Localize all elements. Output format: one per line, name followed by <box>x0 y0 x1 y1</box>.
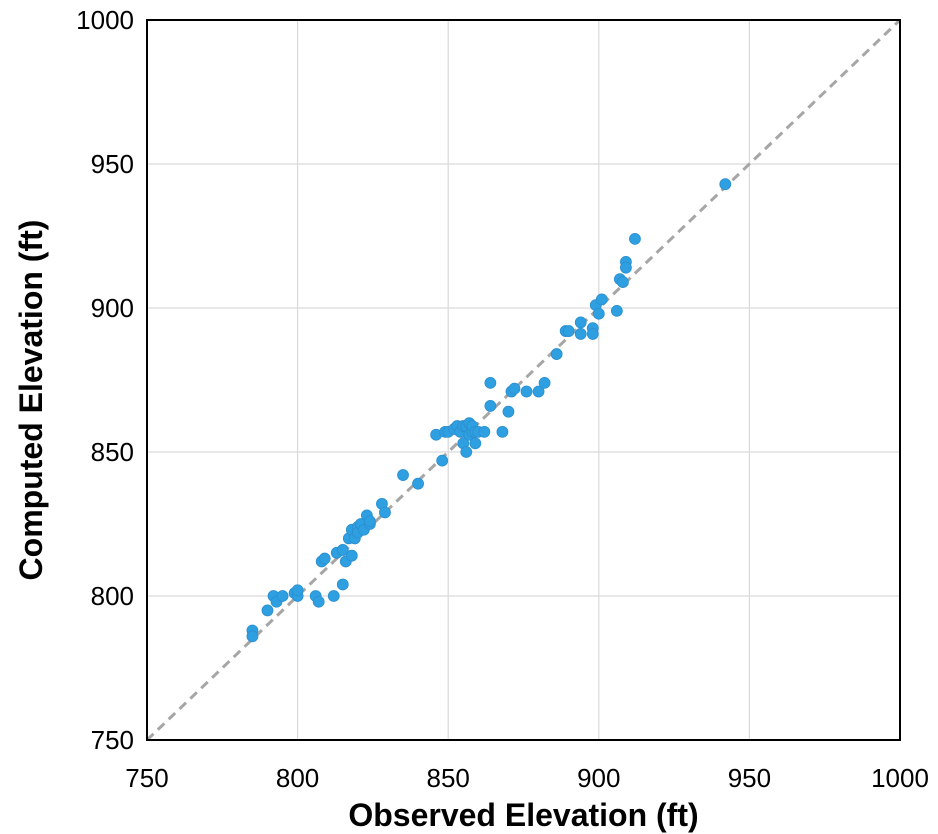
x-tick-label: 900 <box>577 763 620 793</box>
data-point <box>538 376 551 389</box>
data-point <box>562 325 575 337</box>
data-point <box>336 578 349 591</box>
data-point <box>312 595 325 608</box>
data-point <box>397 469 409 481</box>
data-point <box>261 604 274 617</box>
y-tick-label: 800 <box>91 581 134 611</box>
y-tick-label: 950 <box>91 149 134 179</box>
data-point <box>508 382 521 395</box>
x-tick-label: 950 <box>728 763 771 793</box>
y-tick-label: 1000 <box>76 5 134 35</box>
data-point <box>478 425 491 438</box>
data-point <box>469 437 482 450</box>
data-point <box>616 276 629 288</box>
data-point <box>550 348 563 360</box>
data-point <box>574 328 587 340</box>
y-axis-title: Computed Elevation (ft) <box>13 220 49 581</box>
x-tick-label: 850 <box>427 763 470 793</box>
data-point <box>460 446 473 458</box>
data-point <box>345 549 358 562</box>
data-point <box>291 584 304 597</box>
data-point <box>327 590 340 602</box>
data-point <box>502 405 515 418</box>
x-axis-title: Observed Elevation (ft) <box>348 797 698 833</box>
y-tick-label: 750 <box>91 725 134 755</box>
data-point <box>336 544 349 556</box>
x-tick-label: 800 <box>276 763 319 793</box>
data-points <box>246 178 732 643</box>
data-point <box>246 630 259 643</box>
data-point <box>629 232 641 245</box>
data-point <box>379 506 391 519</box>
reference-line <box>145 18 902 742</box>
data-point <box>363 515 376 528</box>
y-tick-labels: 750 800 850 900 950 1000 <box>76 5 134 755</box>
data-point <box>496 425 509 438</box>
data-point <box>484 400 497 412</box>
data-point <box>532 385 545 398</box>
data-point <box>620 261 632 274</box>
plot-frame <box>146 19 901 741</box>
x-tick-label: 750 <box>125 763 168 793</box>
data-point <box>484 376 497 389</box>
x-tick-labels: 750 800 850 900 950 1000 <box>125 763 929 793</box>
data-point <box>276 590 289 602</box>
x-tick-label: 1000 <box>871 763 929 793</box>
data-point <box>719 178 732 191</box>
data-point <box>574 316 587 329</box>
data-point <box>610 304 623 317</box>
data-point <box>595 293 608 306</box>
data-point <box>586 328 599 340</box>
data-point <box>436 454 449 467</box>
y-tick-label: 900 <box>91 293 134 323</box>
y-tick-label: 850 <box>91 437 134 467</box>
data-point <box>412 477 424 490</box>
data-point <box>592 307 605 320</box>
data-point <box>520 385 533 398</box>
data-point <box>318 552 331 565</box>
